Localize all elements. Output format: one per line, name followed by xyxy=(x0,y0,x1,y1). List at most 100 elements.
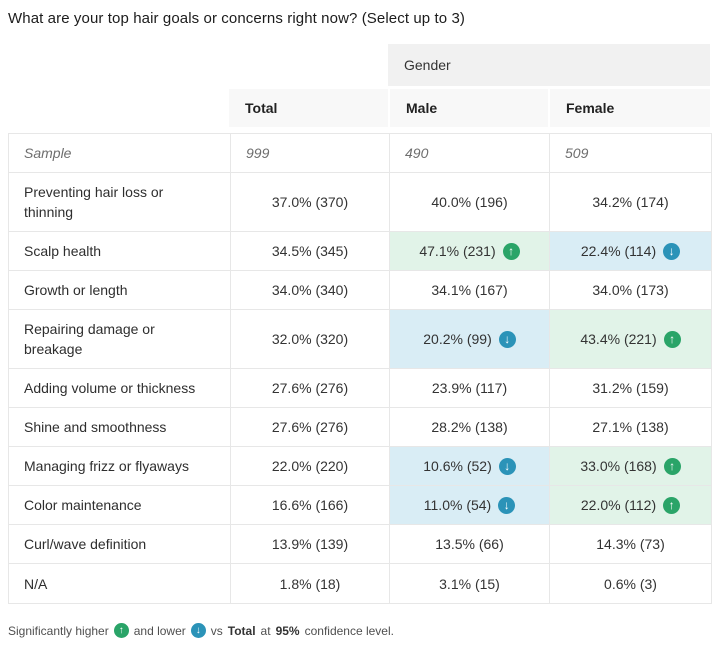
cell-value: 16.6% (166) xyxy=(271,497,349,513)
significance-lower-icon: ↓ xyxy=(498,330,516,348)
cell-value: 13.5% (66) xyxy=(435,536,504,552)
total-value-cell: 27.6% (276) xyxy=(230,408,389,447)
male-value-cell: 23.9% (117) xyxy=(389,369,549,408)
row-label: Managing frizz or flyaways xyxy=(9,447,230,486)
total-value-cell: 13.9% (139) xyxy=(230,525,389,564)
cell-value: 43.4% (221) xyxy=(580,331,657,347)
footnote-text: Significantly higher xyxy=(8,623,109,638)
cell-value: 34.2% (174) xyxy=(592,194,669,210)
sample-total-value: 999 xyxy=(230,134,389,173)
total-value-cell: 34.0% (340) xyxy=(230,271,389,310)
significance-higher-icon: ↑ xyxy=(663,496,681,514)
cell-value: 31.2% (159) xyxy=(592,380,669,396)
footnote-text: and lower xyxy=(133,623,186,638)
female-value-cell: 22.0% (112) ↑ xyxy=(549,486,711,525)
row-label: Curl/wave definition xyxy=(9,525,230,564)
female-value-cell: 34.2% (174) xyxy=(549,173,711,232)
cell-value: 3.1% (15) xyxy=(439,575,500,592)
cell-value: 27.6% (276) xyxy=(271,419,349,435)
significance-footnote: Significantly higher ↑ and lower ↓ vs To… xyxy=(8,623,717,638)
total-value-cell: 37.0% (370) xyxy=(230,173,389,232)
significance-lower-icon: ↓ xyxy=(498,457,516,475)
significance-lower-icon: ↓ xyxy=(498,496,516,514)
cell-value: 14.3% (73) xyxy=(596,536,665,552)
row-label: Growth or length xyxy=(9,271,230,310)
column-header-female: Female xyxy=(548,89,710,127)
total-value-cell: 32.0% (320) xyxy=(230,310,389,369)
total-value-cell: 1.8% (18) xyxy=(230,564,389,603)
table-header: Gender Total Male Female xyxy=(8,44,710,127)
female-value-cell: 31.2% (159) xyxy=(549,369,711,408)
sample-female-value: 509 xyxy=(549,134,711,173)
male-value-cell: 10.6% (52) ↓ xyxy=(389,447,549,486)
footnote-vs-target: Total xyxy=(227,623,256,638)
male-value-cell: 40.0% (196) xyxy=(389,173,549,232)
cell-value: 40.0% (196) xyxy=(431,194,508,210)
female-value-cell: 34.0% (173) xyxy=(549,271,711,310)
cell-value: 32.0% (320) xyxy=(271,331,349,347)
page-title: What are your top hair goals or concerns… xyxy=(8,10,466,27)
cell-value: 23.9% (117) xyxy=(431,380,508,396)
row-label: Shine and smoothness xyxy=(9,408,230,447)
female-value-cell: 33.0% (168) ↑ xyxy=(549,447,711,486)
cell-value: 0.6% (3) xyxy=(604,575,657,592)
footnote-confidence: 95% xyxy=(275,623,300,638)
cell-value: 27.6% (276) xyxy=(271,380,349,396)
row-label: N/A xyxy=(9,564,230,603)
female-value-cell: 27.1% (138) xyxy=(549,408,711,447)
total-value-cell: 27.6% (276) xyxy=(230,369,389,408)
significance-higher-icon: ↑ xyxy=(502,242,520,260)
cell-value: 1.8% (18) xyxy=(279,575,341,592)
cell-value: 22.0% (112) xyxy=(580,497,657,513)
total-value-cell: 16.6% (166) xyxy=(230,486,389,525)
male-value-cell: 28.2% (138) xyxy=(389,408,549,447)
significance-lower-icon: ↓ xyxy=(663,242,681,260)
row-label: Color maintenance xyxy=(9,486,230,525)
cell-value: 47.1% (231) xyxy=(419,243,496,259)
cell-value: 37.0% (370) xyxy=(271,194,349,210)
male-value-cell: 20.2% (99) ↓ xyxy=(389,310,549,369)
female-value-cell: 22.4% (114) ↓ xyxy=(549,232,711,271)
total-value-cell: 22.0% (220) xyxy=(230,447,389,486)
cell-value: 10.6% (52) xyxy=(423,458,492,474)
cell-value: 22.4% (114) xyxy=(580,243,657,259)
cell-value: 34.0% (340) xyxy=(271,282,349,298)
sample-row-label: Sample xyxy=(9,134,230,173)
significance-higher-icon: ↑ xyxy=(663,457,681,475)
cell-value: 22.0% (220) xyxy=(271,458,349,474)
cell-value: 28.2% (138) xyxy=(431,419,508,435)
significance-higher-icon: ↑ xyxy=(113,623,129,638)
significance-lower-icon: ↓ xyxy=(190,623,206,638)
footnote-text: confidence level. xyxy=(304,623,394,638)
cell-value: 13.9% (139) xyxy=(271,536,349,552)
total-value-cell: 34.5% (345) xyxy=(230,232,389,271)
gender-group-header: Gender xyxy=(388,44,710,89)
cell-value: 34.5% (345) xyxy=(271,243,349,259)
table-body: Sample 999 490 509 Preventing hair loss … xyxy=(8,133,712,604)
sample-male-value: 490 xyxy=(389,134,549,173)
male-value-cell: 34.1% (167) xyxy=(389,271,549,310)
female-value-cell: 43.4% (221) ↑ xyxy=(549,310,711,369)
footnote-text: vs xyxy=(210,623,223,638)
significance-higher-icon: ↑ xyxy=(663,330,681,348)
row-label: Preventing hair loss or thinning xyxy=(9,173,230,232)
header-spacer xyxy=(8,89,229,127)
cell-value: 11.0% (54) xyxy=(423,497,492,513)
female-value-cell: 0.6% (3) xyxy=(549,564,711,603)
cell-value: 34.1% (167) xyxy=(431,282,508,298)
cell-value: 27.1% (138) xyxy=(592,419,669,435)
footnote-text: at xyxy=(260,623,271,638)
cell-value: 20.2% (99) xyxy=(423,331,492,347)
row-label: Scalp health xyxy=(9,232,230,271)
male-value-cell: 11.0% (54) ↓ xyxy=(389,486,549,525)
male-value-cell: 13.5% (66) xyxy=(389,525,549,564)
header-spacer xyxy=(8,44,388,89)
column-header-total: Total xyxy=(229,89,388,127)
female-value-cell: 14.3% (73) xyxy=(549,525,711,564)
male-value-cell: 3.1% (15) xyxy=(389,564,549,603)
male-value-cell: 47.1% (231) ↑ xyxy=(389,232,549,271)
cell-value: 34.0% (173) xyxy=(592,282,669,298)
row-label: Repairing damage or breakage xyxy=(9,310,230,369)
row-label: Adding volume or thickness xyxy=(9,369,230,408)
